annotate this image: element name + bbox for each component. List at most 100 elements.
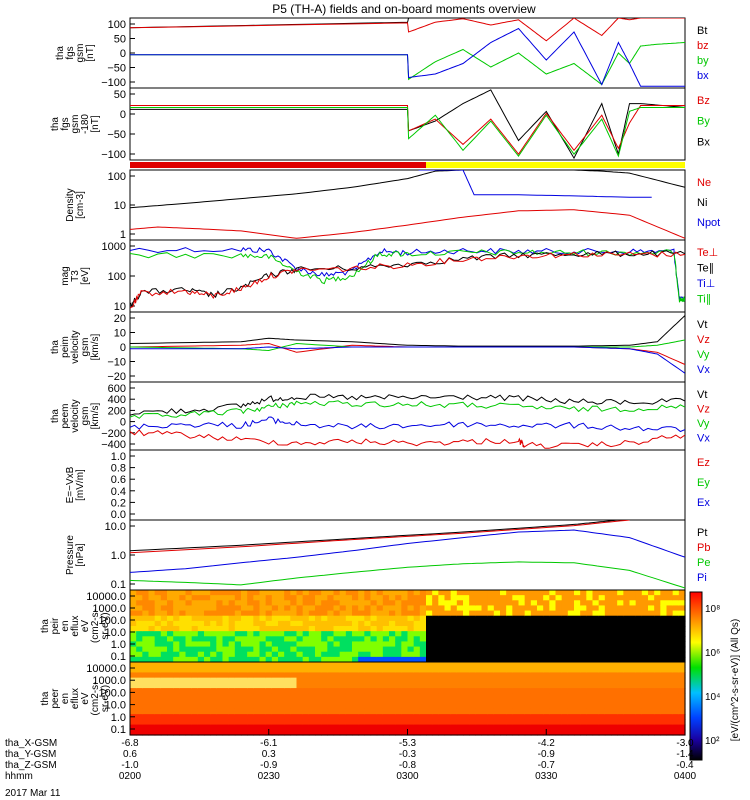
heatmap-cell [635,719,643,726]
heatmap-cell [580,641,587,648]
heatmap-cell [358,677,365,684]
heatmap-cell [234,698,242,705]
heatmap-cell [506,724,513,731]
heatmap-cell [407,688,415,694]
heatmap-cell [549,626,557,632]
heatmap-cell [543,677,550,684]
heatmap-cell [265,714,273,720]
heatmap-cell [641,688,649,694]
heatmap-cell [154,626,162,632]
heatmap-cell [136,641,143,648]
heatmap-cell [407,682,415,689]
heatmap-cell [518,605,526,612]
heatmap-cell [487,667,495,674]
heatmap-cell [278,719,285,726]
heatmap-cell [382,610,390,617]
heatmap-cell [678,667,686,674]
heatmap-cell [315,693,322,700]
heatmap-cell [678,708,686,715]
heatmap-cell [432,636,439,643]
heatmap-cell [389,729,396,736]
heatmap-cell [197,703,205,710]
heatmap-cell [382,595,390,601]
heatmap-cell [660,662,668,668]
heatmap-cell [604,626,612,632]
heatmap-cell [173,651,180,658]
heatmap-cell [586,693,594,700]
heatmap-cell [315,714,322,720]
heatmap-cell [308,729,316,736]
heatmap-cell [284,708,291,715]
heatmap-cell [259,662,267,668]
heatmap-cell [543,672,550,679]
heatmap-cell [487,620,495,627]
heatmap-cell [222,651,230,658]
heatmap-cell [426,729,433,736]
y-axis-label: T3 [70,270,81,282]
heatmap-cell [376,708,384,715]
heatmap-cell [234,677,242,684]
heatmap-cell [506,595,513,601]
heatmap-cell [185,590,193,596]
heatmap-cell [376,729,384,736]
heatmap-cell [580,615,587,622]
heatmap-cell [561,636,569,643]
heatmap-cell [530,693,538,700]
heatmap-cell [315,651,322,658]
heatmap-cell [623,620,631,627]
heatmap-cell [154,636,162,643]
heatmap-cell [574,688,581,694]
heatmap-cell [543,590,550,596]
heatmap-cell [666,656,674,663]
heatmap-cell [154,672,162,679]
heatmap-cell [345,693,353,700]
heatmap-cell [641,698,649,705]
heatmap-cell [672,688,680,694]
heatmap-cell [191,610,199,617]
heatmap-cell [672,646,680,653]
heatmap-cell [185,656,193,663]
heatmap-cell [247,729,254,736]
heatmap-cell [617,672,624,679]
y-axis-label: sr-eV) [100,612,111,639]
heatmap-cell [173,656,180,663]
heatmap-cell [167,610,174,617]
heatmap-cell [278,682,285,689]
heatmap-cell [302,610,310,617]
heatmap-cell [222,724,230,731]
heatmap-cell [204,620,211,627]
heatmap-cell [197,708,205,715]
heatmap-cell [345,677,353,684]
heatmap-cell [407,667,415,674]
heatmap-cell [222,677,230,684]
heatmap-cell [222,719,230,726]
heatmap-cell [210,636,217,643]
heatmap-cell [197,698,205,705]
heatmap-cell [160,667,168,674]
heatmap-cell [592,610,600,617]
heatmap-cell [530,667,538,674]
heatmap-cell [518,600,526,607]
heatmap-cell [222,620,230,627]
heatmap-cell [611,610,618,617]
heatmap-cell [413,636,421,643]
heatmap-cell [228,641,236,648]
heatmap-cell [284,651,291,658]
heatmap-cell [549,724,557,731]
heatmap-cell [444,590,452,596]
heatmap-cell [364,595,372,601]
y-axis-label: en [60,693,71,704]
heatmap-cell [629,662,637,668]
heatmap-cell [352,595,359,601]
heatmap-cell [382,651,390,658]
heatmap-cell [543,698,550,705]
heatmap-cell [469,703,476,710]
heatmap-cell [666,620,674,627]
heatmap-cell [339,724,347,731]
heatmap-cell [660,693,668,700]
heatmap-cell [426,677,433,684]
heatmap-cell [160,693,168,700]
heatmap-cell [296,631,304,637]
heatmap-cell [537,626,544,632]
